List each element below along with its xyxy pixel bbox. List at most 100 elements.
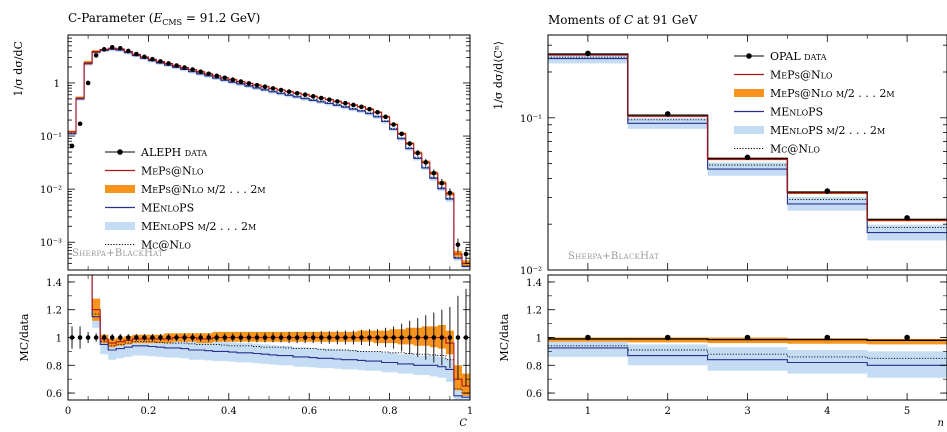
data-ratio-point xyxy=(85,335,91,340)
data-point xyxy=(904,215,910,221)
data-ratio-point xyxy=(182,335,187,340)
menlops-line xyxy=(68,48,470,267)
y-axis-label: 1/σ dσ/dC xyxy=(12,41,25,96)
data-point xyxy=(824,188,831,194)
data-ratio-point xyxy=(824,334,831,341)
data-point xyxy=(109,44,115,50)
data-point xyxy=(286,89,292,94)
x-tick-label: 1 xyxy=(467,406,473,417)
data-point xyxy=(101,47,107,52)
ratio-tick-label: 1.2 xyxy=(526,306,542,317)
main-panel-plot-area xyxy=(548,50,947,241)
data-ratio-point xyxy=(351,335,356,340)
legend-label-mcnlo: Mc@Nlo xyxy=(770,143,820,156)
data-ratio-point xyxy=(254,335,260,340)
data-ratio-point xyxy=(126,335,131,340)
data-point xyxy=(302,92,308,98)
legend-data-marker xyxy=(746,53,752,59)
legend-label-menlops_band: MEnloPS μ/2 . . . 2μ xyxy=(141,220,256,233)
data-ratio-point xyxy=(109,335,115,340)
data-ratio-point xyxy=(93,335,99,340)
data-ratio-point xyxy=(117,335,123,340)
title-symbol: C xyxy=(624,13,633,27)
data-point xyxy=(367,106,372,112)
ratio-tick-label: 0.8 xyxy=(46,361,62,372)
y-tick-label: 10⁻¹ xyxy=(40,132,62,143)
legend-meps-band xyxy=(105,185,135,193)
menlops-line xyxy=(548,58,947,234)
mc-nlo-line xyxy=(548,56,947,229)
data-ratio-point xyxy=(302,335,308,340)
title-text: Moments of xyxy=(548,13,624,27)
data-point xyxy=(222,75,228,81)
data-ratio-point xyxy=(375,335,380,340)
x-tick-label: 0 xyxy=(65,406,71,417)
legend-label-data: ALEPH data xyxy=(140,146,207,159)
data-point xyxy=(69,143,75,149)
data-point xyxy=(166,61,171,66)
data-point xyxy=(190,67,195,72)
data-ratio-point xyxy=(101,335,107,340)
data-point xyxy=(214,73,220,79)
x-tick-label: 0.4 xyxy=(221,406,237,417)
ratio-axis-label: MC/data xyxy=(498,313,511,361)
x-axis-label: C xyxy=(459,418,467,429)
data-point xyxy=(383,114,388,120)
x-tick-label: 0.6 xyxy=(301,406,317,417)
data-ratio-point xyxy=(439,335,445,340)
ratio-tick-label: 0.6 xyxy=(526,389,542,400)
meps-nlo-line-inner xyxy=(548,54,947,221)
data-point xyxy=(447,190,453,196)
legend-menlops-band xyxy=(105,222,135,230)
data-ratio-point xyxy=(343,335,348,340)
data-point xyxy=(335,99,340,104)
data-point xyxy=(351,102,356,108)
data-point xyxy=(415,150,421,156)
data-point xyxy=(150,56,155,62)
legend-label-meps_band: MePs@Nlo μ/2 . . . 2μ xyxy=(770,87,895,100)
plot-title: C-Parameter (ECMS = 91.2 GeV) xyxy=(68,11,260,27)
x-tick-label: 1 xyxy=(585,406,591,417)
data-point xyxy=(93,53,99,58)
data-ratio-point xyxy=(166,335,171,340)
y-tick-label: 10⁻² xyxy=(40,185,62,196)
ratio-panel-plot-area xyxy=(69,275,470,400)
data-point xyxy=(270,86,276,91)
data-ratio-point xyxy=(262,335,268,340)
data-ratio-point xyxy=(198,335,203,340)
data-ratio-point xyxy=(230,335,236,340)
right-plot-moments: 10⁻² 10⁻¹ 0.6 0.8 1 1.2 1.4 1 2 3 4 5 n 1/σ dσ/d⟨Cⁿ⟩ M… xyxy=(492,34,947,429)
data-ratio-point xyxy=(310,335,316,340)
x-tick-label: 3 xyxy=(744,406,750,417)
menlops-scale-band xyxy=(548,55,947,241)
x-axis-label: n xyxy=(938,418,944,429)
plot-title: Moments of C at 91 GeV xyxy=(548,13,698,27)
legend: ALEPH data MePs@Nlo MePs@Nlo μ/2 . . . 2μ M… xyxy=(105,146,266,252)
legend-label-menlops_band: MEnloPS μ/2 . . . 2μ xyxy=(770,124,885,137)
data-point xyxy=(343,100,348,106)
data-ratio-point xyxy=(294,335,300,340)
data-point xyxy=(294,90,300,96)
data-ratio-point xyxy=(318,335,324,340)
data-ratio-point xyxy=(222,335,228,340)
data-ratio-point xyxy=(270,335,276,340)
meps-nlo-line xyxy=(68,47,470,264)
main-panel-plot-area xyxy=(68,44,470,269)
data-ratio-point xyxy=(455,335,461,340)
data-ratio-point xyxy=(278,335,284,340)
data-point xyxy=(206,71,211,77)
data-point xyxy=(158,59,163,64)
ratio-tick-label: 1.4 xyxy=(526,278,542,289)
legend-label-mcnlo: Mc@Nlo xyxy=(141,239,191,252)
title-text: at 91 GeV xyxy=(633,13,697,27)
data-point xyxy=(174,63,179,68)
data-point xyxy=(664,111,671,117)
y-axis-label: 1/σ dσ/d⟨Cⁿ⟩ xyxy=(492,41,505,110)
data-point xyxy=(359,104,364,110)
data-point xyxy=(744,154,751,161)
data-point xyxy=(134,51,139,57)
watermark-label: Sherpa+BlackHat xyxy=(72,248,163,259)
data-point xyxy=(278,87,284,93)
data-ratio-point xyxy=(174,335,179,340)
